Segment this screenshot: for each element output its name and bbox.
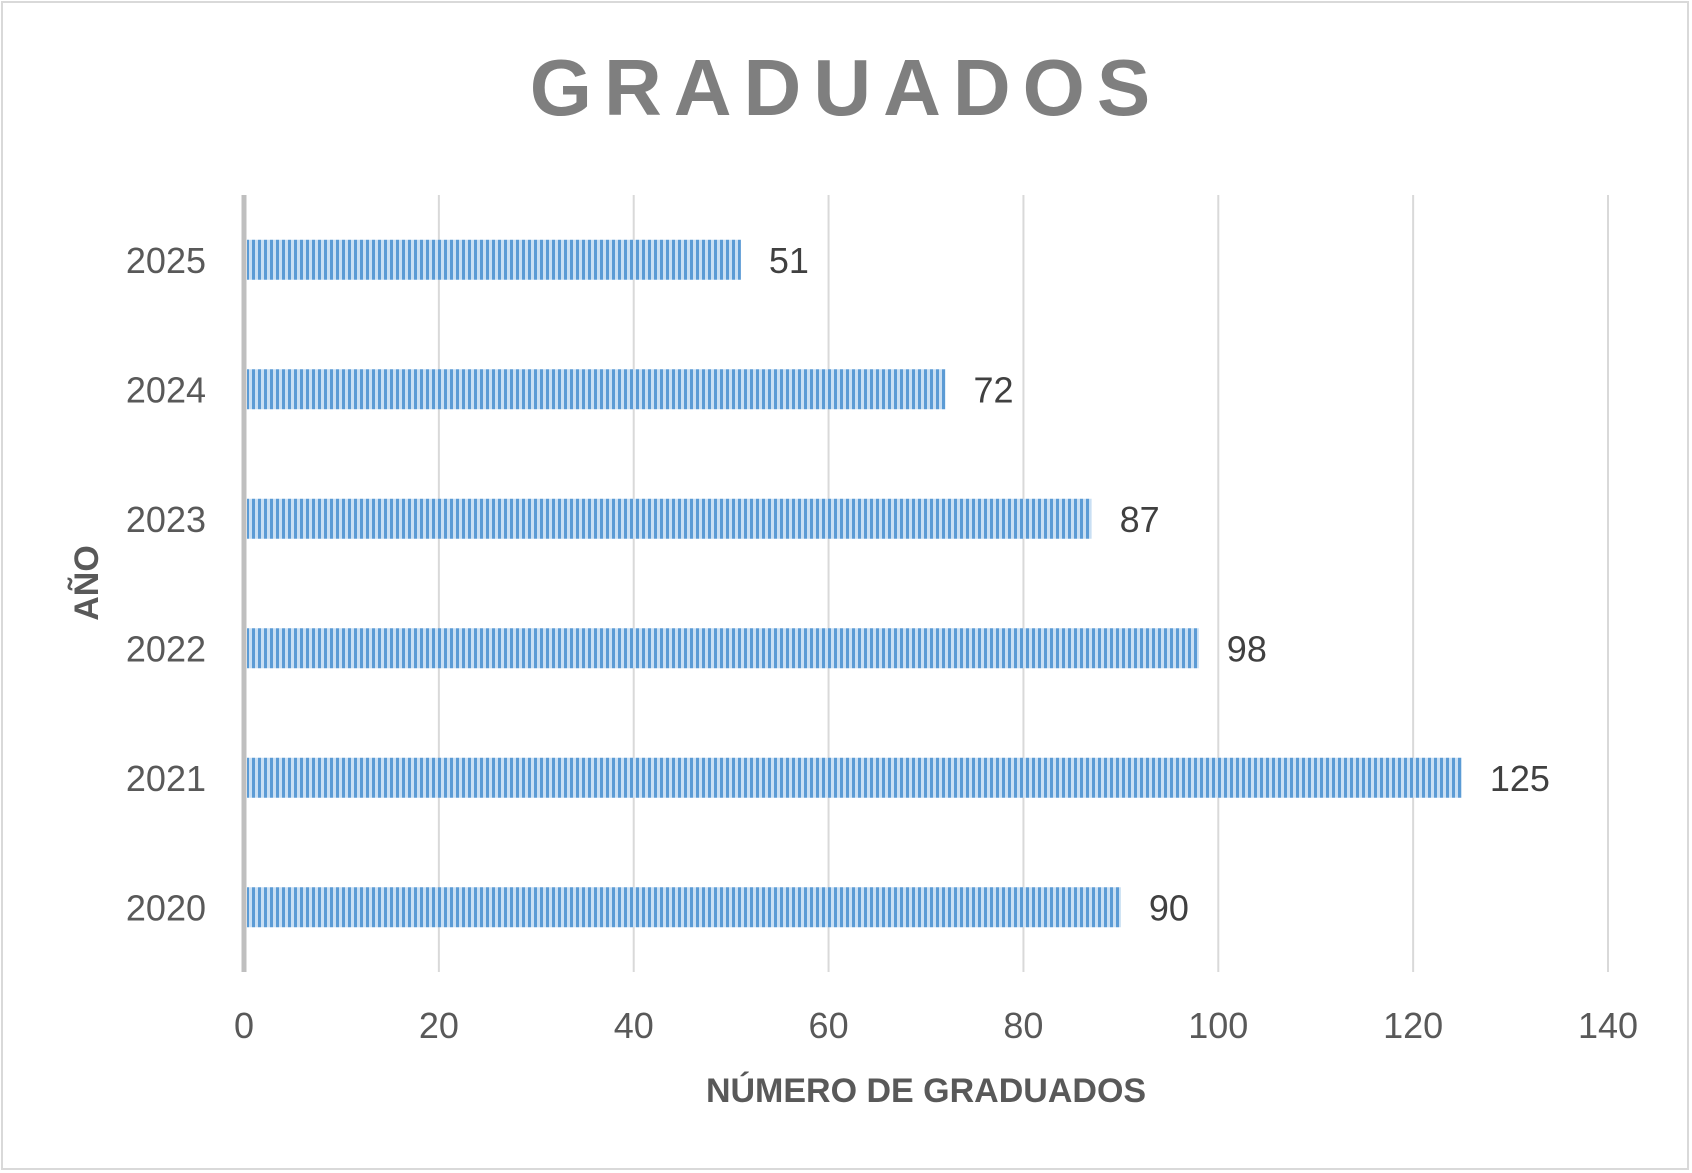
x-tick-label: 60 <box>809 1005 849 1046</box>
x-tick-label: 80 <box>1003 1005 1043 1046</box>
bars <box>247 239 1462 928</box>
y-tick-label-2021: 2021 <box>126 758 206 799</box>
x-axis-title: NÚMERO DE GRADUADOS <box>706 1072 1146 1110</box>
data-label-2024: 72 <box>973 369 1013 410</box>
bar-2024 <box>247 369 946 410</box>
y-axis-title: AÑO <box>68 545 106 621</box>
chart-title: GRADUADOS <box>530 43 1162 132</box>
y-tick-label-2020: 2020 <box>126 887 206 928</box>
x-tick-label: 40 <box>614 1005 654 1046</box>
grid-lines <box>437 195 1609 972</box>
data-labels: 51 72 87 98 125 90 <box>769 240 1550 929</box>
x-tick-labels: 0 20 40 60 80 100 120 140 <box>234 1005 1638 1046</box>
data-label-2022: 98 <box>1227 628 1267 669</box>
bar-2021 <box>247 757 1462 798</box>
y-tick-label-2022: 2022 <box>126 628 206 669</box>
x-tick-label: 140 <box>1578 1005 1638 1046</box>
x-tick-label: 20 <box>419 1005 459 1046</box>
data-label-2025: 51 <box>769 240 809 281</box>
data-label-2021: 125 <box>1490 758 1550 799</box>
y-tick-labels: 2025 2024 2023 2022 2021 2020 <box>126 240 206 929</box>
x-tick-label: 0 <box>234 1005 254 1046</box>
y-tick-label-2023: 2023 <box>126 499 206 540</box>
bar-2025 <box>247 239 741 280</box>
x-tick-label: 100 <box>1188 1005 1248 1046</box>
bar-2020 <box>247 887 1121 928</box>
data-label-2020: 90 <box>1149 887 1189 928</box>
bar-2023 <box>247 498 1092 539</box>
y-tick-label-2024: 2024 <box>126 369 206 410</box>
data-label-2023: 87 <box>1120 499 1160 540</box>
y-tick-label-2025: 2025 <box>126 240 206 281</box>
x-tick-label: 120 <box>1383 1005 1443 1046</box>
bar-2022 <box>247 628 1199 669</box>
